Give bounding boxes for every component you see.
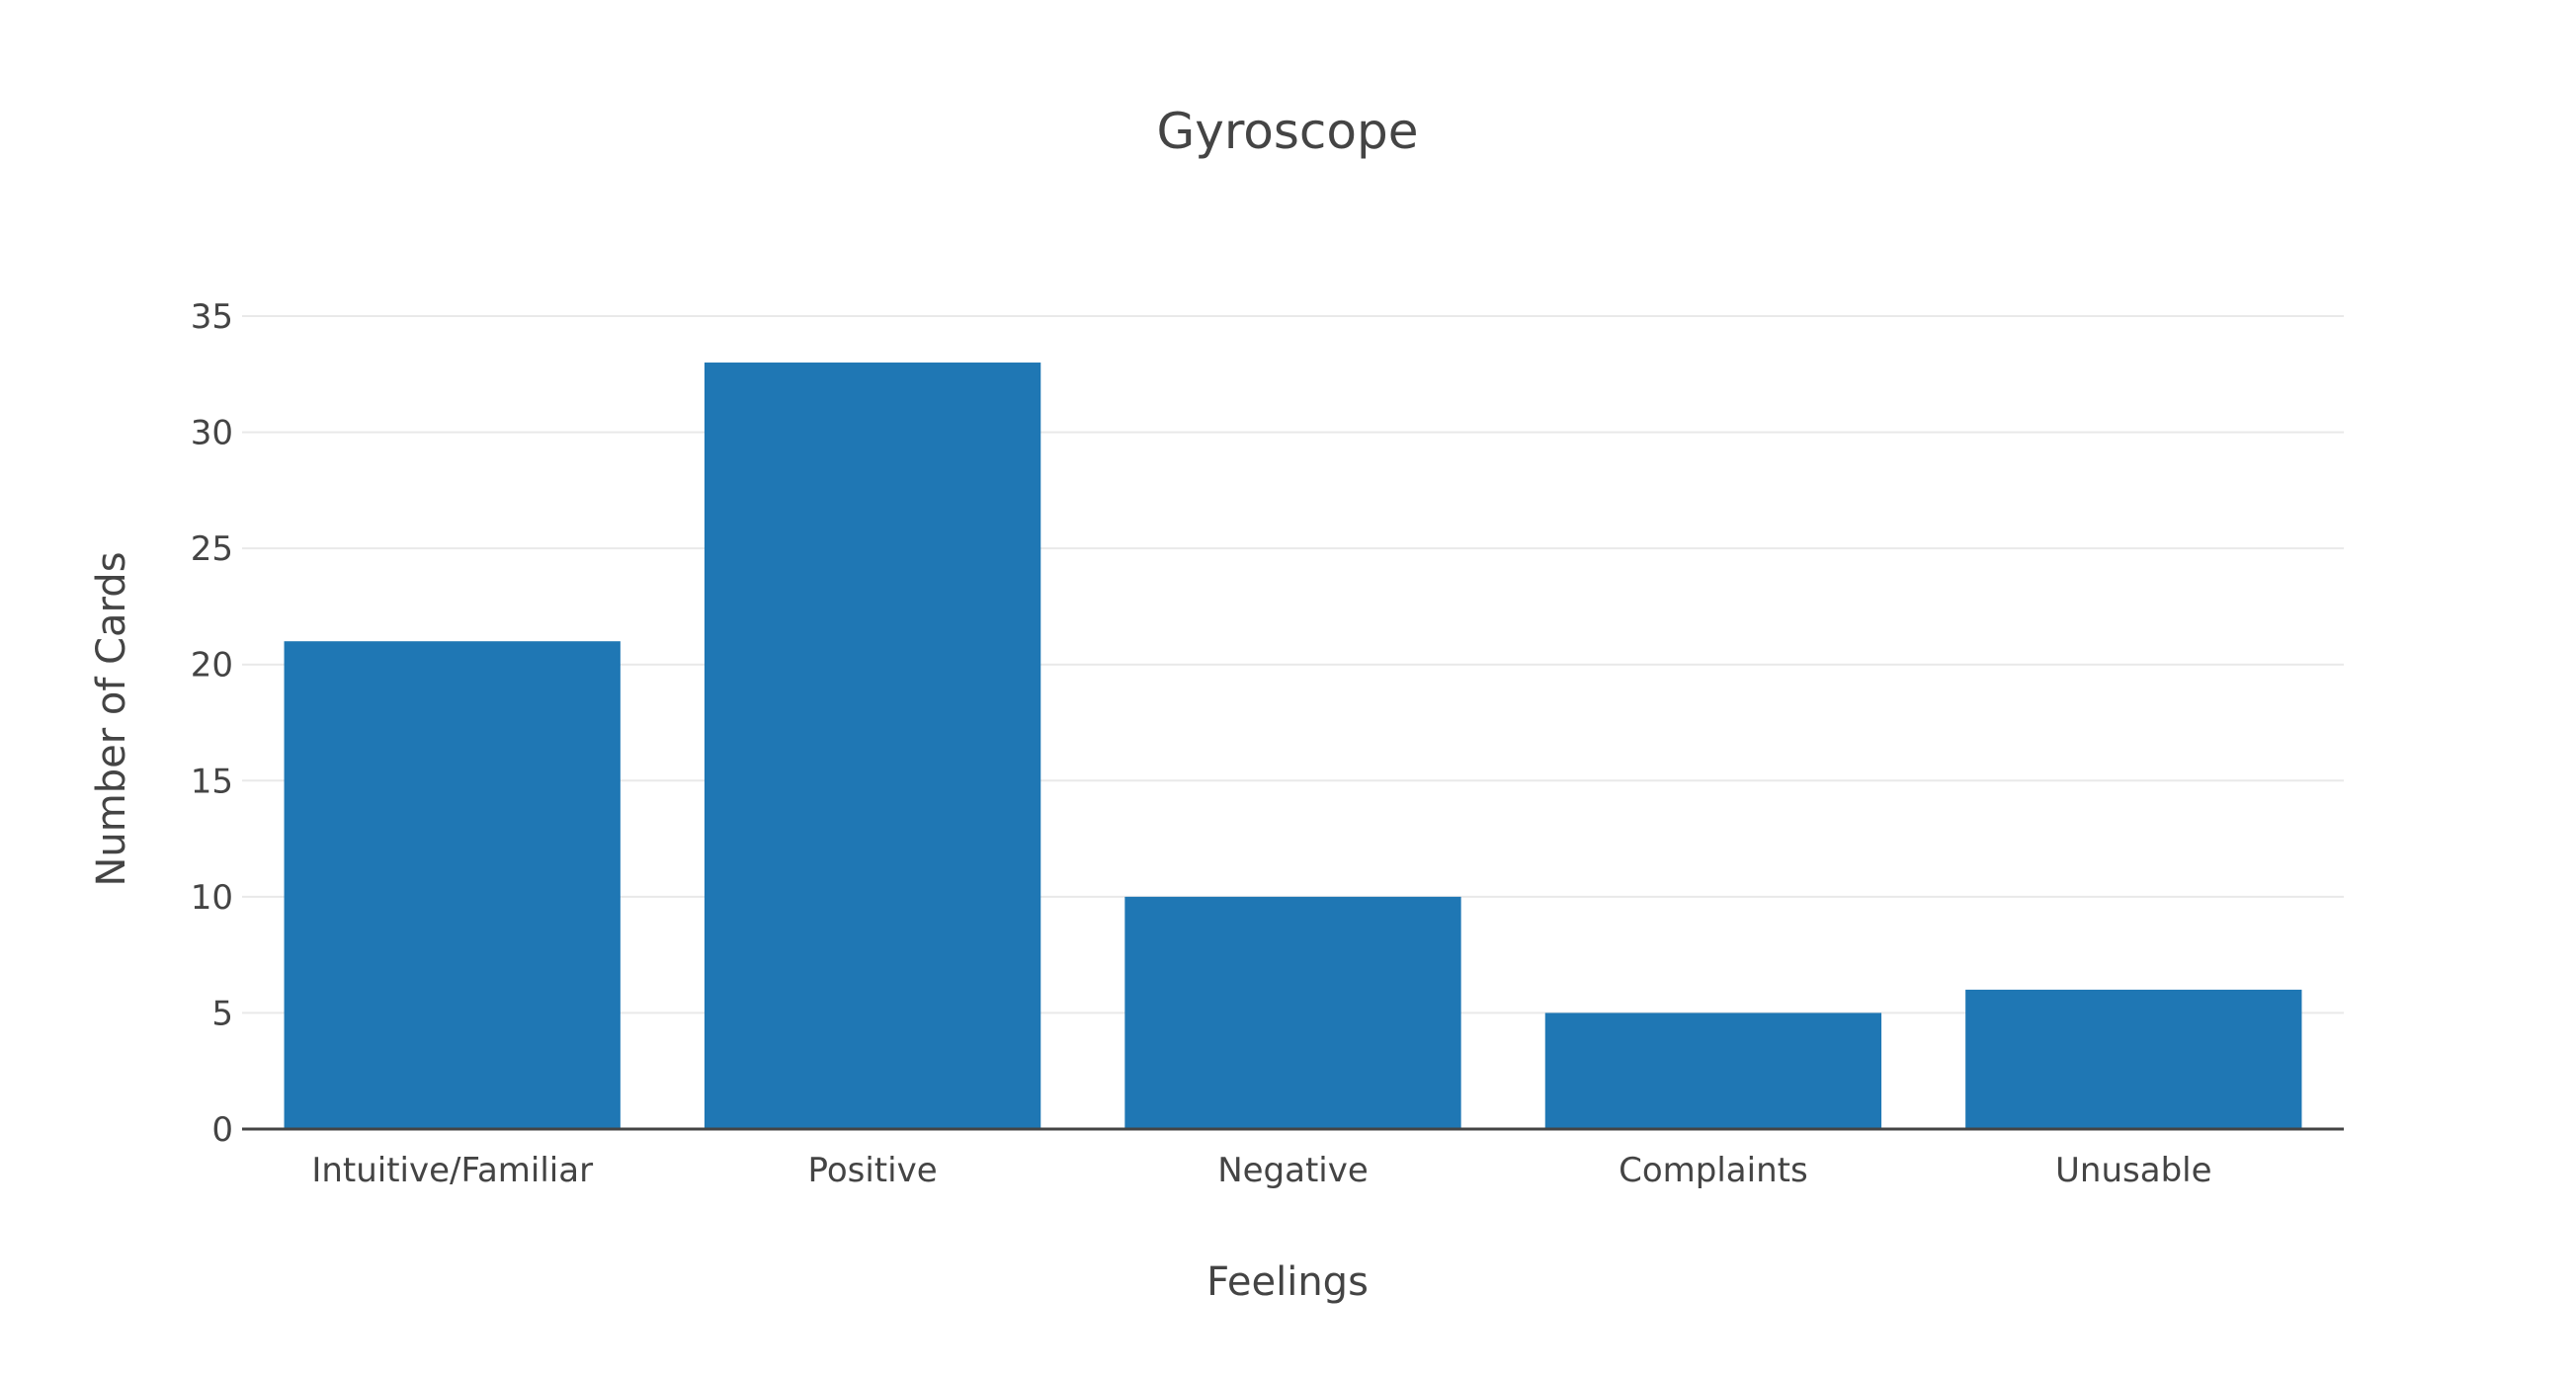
y-axis-ticks: 0 5 10 15 20 25 30 35 (191, 297, 233, 1150)
x-tick-label: Complaints (1619, 1151, 1808, 1190)
bar-intuitive-familiar (284, 641, 621, 1129)
y-tick-label: 35 (191, 297, 233, 337)
y-tick-label: 5 (211, 994, 233, 1033)
y-tick-label: 30 (191, 414, 233, 453)
x-tick-label: Unusable (2055, 1151, 2211, 1190)
y-tick-label: 10 (191, 878, 233, 918)
y-axis-title: Number of Cards (89, 551, 134, 886)
y-tick-label: 25 (191, 529, 233, 569)
bar-negative (1124, 896, 1461, 1129)
bar-complaints (1544, 1012, 1882, 1129)
y-tick-label: 15 (191, 762, 233, 801)
bar-unusable (1965, 989, 2302, 1129)
x-tick-label: Intuitive/Familiar (311, 1151, 593, 1190)
x-axis-ticks: Intuitive/Familiar Positive Negative Compla… (311, 1151, 2211, 1190)
y-tick-label: 20 (191, 646, 233, 686)
chart-title: Gyroscope (1156, 103, 1418, 160)
y-tick-label: 0 (211, 1110, 233, 1150)
x-axis-title: Feelings (1206, 1259, 1369, 1305)
x-tick-label: Positive (808, 1151, 938, 1190)
bar-positive (704, 363, 1041, 1129)
x-tick-label: Negative (1217, 1151, 1369, 1190)
bars (284, 363, 2302, 1129)
